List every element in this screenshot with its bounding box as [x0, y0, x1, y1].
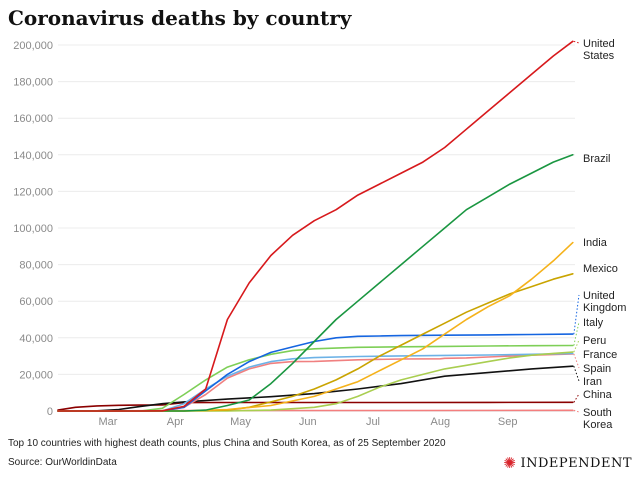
series-labels: United States Brazil India Mexico United Kingd…: [573, 38, 626, 431]
label-leader: [573, 321, 580, 346]
y-tick-label: 120,000: [13, 186, 53, 198]
series-line-iran: [57, 365, 574, 412]
x-axis: Mar Apr May Jun Jul Aug Sep: [98, 416, 517, 428]
series-label-iran: Iran: [583, 376, 602, 388]
x-tick-label: Jul: [366, 416, 380, 428]
y-tick-label: 40,000: [19, 333, 53, 345]
series-label-united-states: United States: [583, 38, 615, 62]
series-label-india: India: [583, 237, 608, 249]
x-tick-label: Aug: [431, 416, 451, 428]
series-line-india: [57, 241, 574, 412]
series-line-mexico: [57, 272, 574, 412]
y-tick-label: 80,000: [19, 260, 53, 272]
series-label-south-korea: South Korea: [583, 407, 613, 431]
x-tick-label: Mar: [98, 416, 117, 428]
y-axis: 0 20,000 40,000 60,000 80,000 100,000 120,000 1…: [13, 40, 53, 418]
series-label-united-kingdom: United Kingdom: [583, 290, 626, 314]
y-tick-label: 160,000: [13, 113, 53, 125]
label-leader: [573, 366, 580, 382]
label-leader: [573, 40, 580, 44]
y-tick-label: 140,000: [13, 150, 53, 162]
series-label-mexico: Mexico: [583, 263, 618, 275]
x-tick-label: Apr: [167, 416, 184, 428]
brand-name: INDEPENDENT: [520, 456, 632, 471]
label-leader: [573, 294, 580, 335]
series-label-peru: Peru: [583, 335, 606, 347]
y-tick-label: 20,000: [19, 369, 53, 381]
series-line-italy: [57, 344, 574, 412]
label-leader: [573, 393, 580, 403]
x-tick-label: Sep: [498, 416, 518, 428]
x-tick-label: May: [230, 416, 251, 428]
eagle-icon: ✺: [503, 454, 517, 472]
grid: [58, 44, 575, 412]
page-title: Coronavirus deaths by country: [8, 6, 352, 30]
y-tick-label: 180,000: [13, 77, 53, 89]
chart-source: Source: OurWorldinData: [8, 457, 117, 468]
x-tick-label: Jun: [299, 416, 317, 428]
series-line-france: [57, 352, 574, 412]
label-leader: [573, 409, 580, 413]
series-line-china: [57, 401, 574, 411]
y-tick-label: 60,000: [19, 296, 53, 308]
series-lines: [57, 40, 574, 412]
brand-logo[interactable]: ✺ INDEPENDENT: [503, 454, 632, 472]
series-line-brazil: [57, 154, 574, 412]
chart-note: Top 10 countries with highest death coun…: [8, 438, 446, 449]
series-line-united-states: [57, 40, 574, 412]
series-line-spain: [57, 353, 574, 412]
y-tick-label: 100,000: [13, 223, 53, 235]
series-label-france: France: [583, 349, 617, 361]
series-label-italy: Italy: [583, 317, 604, 329]
y-tick-label: 0: [47, 406, 53, 418]
label-leader: [573, 339, 580, 353]
label-leader: [573, 353, 580, 369]
series-label-brazil: Brazil: [583, 153, 611, 165]
y-tick-label: 200,000: [13, 40, 53, 52]
series-label-spain: Spain: [583, 363, 611, 375]
series-line-peru: [57, 351, 574, 412]
series-label-china: China: [583, 389, 613, 401]
